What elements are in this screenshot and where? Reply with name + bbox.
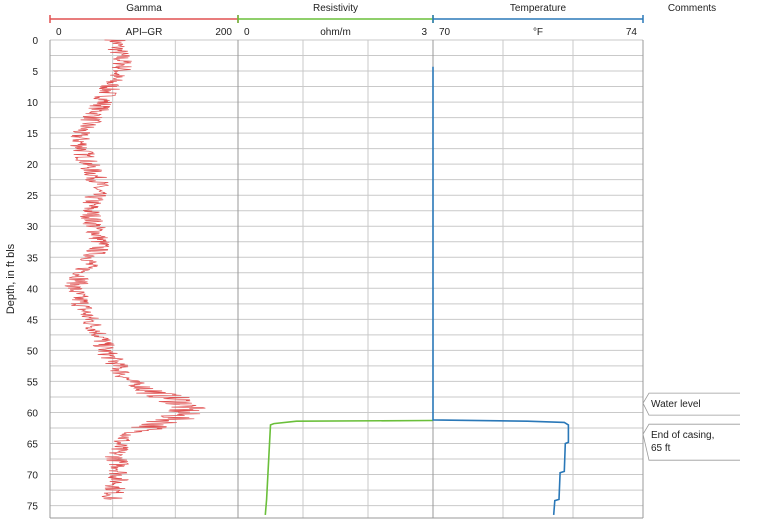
depth-tick-label: 75 bbox=[27, 502, 39, 513]
depth-axis: 0 5 10 15 20 25 30 35 40 45 50 55 60 65 70 75 Depth, in … bbox=[5, 36, 38, 513]
annotations: Water level End of casing, 65 ft bbox=[642, 392, 740, 461]
depth-tick-label: 65 bbox=[27, 440, 39, 451]
depth-tick-label: 5 bbox=[32, 67, 38, 78]
depth-tick-label: 35 bbox=[27, 253, 39, 264]
resistivity-log-line bbox=[264, 419, 434, 515]
depth-tick-label: 40 bbox=[27, 284, 39, 295]
annotation-callout bbox=[642, 392, 740, 416]
annotation-text: 65 ft bbox=[651, 443, 671, 454]
depth-tick-label: 60 bbox=[27, 408, 39, 419]
track-title-temperature: Temperature bbox=[510, 3, 567, 14]
depth-tick-label: 0 bbox=[32, 36, 38, 47]
depth-tick-label: 55 bbox=[27, 377, 39, 388]
track-headers: Gamma 0 API–GR 200 Resistivity 0 ohm/m 3 Tempera… bbox=[49, 3, 716, 38]
grid bbox=[49, 39, 644, 519]
depth-tick-label: 45 bbox=[27, 315, 39, 326]
comments-header: Comments bbox=[668, 3, 716, 14]
depth-tick-label: 25 bbox=[27, 191, 39, 202]
depth-tick-label: 30 bbox=[27, 222, 39, 233]
track-max-label: 3 bbox=[421, 27, 427, 38]
depth-tick-label: 20 bbox=[27, 160, 39, 171]
track-unit-label: ohm/m bbox=[320, 27, 351, 38]
track-title-resistivity: Resistivity bbox=[313, 3, 358, 14]
track-unit-label: °F bbox=[533, 27, 543, 38]
track-min-label: 0 bbox=[56, 27, 62, 38]
depth-tick-label: 50 bbox=[27, 346, 39, 357]
annotation-text: Water level bbox=[651, 399, 701, 410]
depth-tick-label: 10 bbox=[27, 98, 39, 109]
depth-axis-title: Depth, in ft bls bbox=[5, 243, 17, 314]
track-min-label: 0 bbox=[244, 27, 250, 38]
track-unit-label: API–GR bbox=[126, 27, 163, 38]
annotation-callout bbox=[642, 423, 740, 461]
track-title-gamma: Gamma bbox=[126, 3, 162, 14]
track-max-label: 200 bbox=[215, 27, 232, 38]
track-min-label: 70 bbox=[439, 27, 451, 38]
annotation-text: End of casing, bbox=[651, 430, 714, 441]
gamma-log-line bbox=[64, 39, 206, 500]
depth-tick-label: 70 bbox=[27, 471, 39, 482]
depth-tick-label: 15 bbox=[27, 129, 39, 140]
temperature-log-line bbox=[432, 66, 570, 515]
series bbox=[64, 39, 570, 515]
track-max-label: 74 bbox=[626, 27, 638, 38]
